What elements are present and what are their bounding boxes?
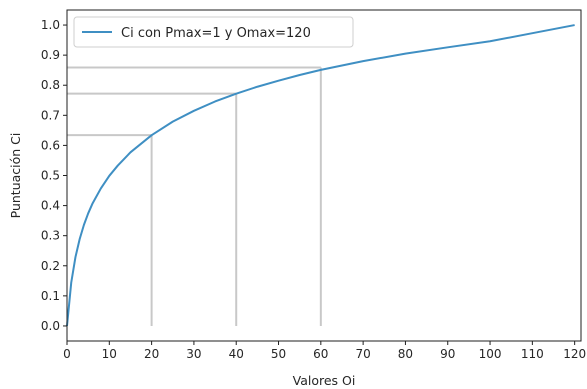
y-axis-ticks: 0.0 0.1 0.2 0.3 0.4 0.5 0.6 0.7 0.8 0.9 1.0 [41,18,67,333]
x-tick-label: 100 [479,347,502,361]
x-axis-title: Valores Oi [293,373,356,388]
x-axis-ticks: 0 10 20 30 40 50 60 70 80 90 100 110 120 [63,341,586,361]
x-tick-label: 80 [398,347,413,361]
y-tick-label: 0.0 [41,319,60,333]
y-tick-label: 0.6 [41,138,60,152]
x-tick-label: 30 [186,347,201,361]
y-tick-label: 0.1 [41,289,60,303]
x-tick-label: 50 [271,347,286,361]
x-tick-label: 0 [63,347,71,361]
x-tick-label: 70 [355,347,370,361]
y-tick-label: 0.9 [41,48,60,62]
y-tick-label: 1.0 [41,18,60,32]
y-tick-label: 0.7 [41,108,60,122]
x-tick-label: 10 [102,347,117,361]
legend: Ci con Pmax=1 y Omax=120 [73,16,354,48]
legend-label: Ci con Pmax=1 y Omax=120 [121,26,311,41]
series-line-0 [66,24,575,327]
y-tick-label: 0.3 [41,229,60,243]
y-tick-label: 0.4 [41,199,60,213]
plot-frame [66,9,582,342]
x-tick-label: 90 [440,347,455,361]
x-tick-label: 20 [144,347,159,361]
y-tick-label: 0.5 [41,169,60,183]
reference-lines [67,66,322,326]
x-tick-label: 110 [521,347,544,361]
x-tick-label: 40 [229,347,244,361]
y-tick-label: 0.2 [41,259,60,273]
y-tick-label: 0.8 [41,78,60,92]
y-axis-title: Puntuación Ci [8,133,23,219]
x-tick-label: 60 [313,347,328,361]
x-tick-label: 120 [563,347,586,361]
legend-box [73,16,354,48]
series-layer [66,24,575,327]
